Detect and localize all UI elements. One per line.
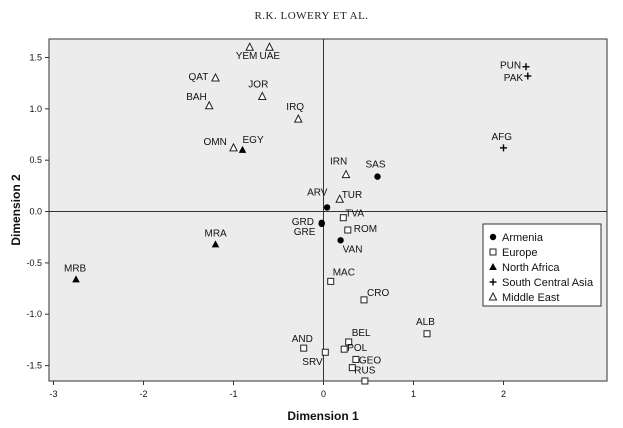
circle-marker <box>374 173 381 180</box>
square-marker <box>489 248 497 256</box>
open-triangle-marker <box>245 42 255 51</box>
point-label: IRN <box>330 157 347 168</box>
open-triangle-marker <box>341 169 351 179</box>
open-triangle-marker <box>293 114 303 123</box>
point-label: GRD <box>292 217 314 228</box>
circle-marker <box>323 204 331 211</box>
series-middle-east: YEM UAE QAT JOR BAH IRQ OMN IRN TUR <box>186 42 363 203</box>
point-label: BAH <box>186 92 207 103</box>
legend-entry: North Africa <box>502 262 560 274</box>
legend-box <box>482 223 602 307</box>
y-tick-label: 1.5 <box>29 52 42 62</box>
square-marker <box>348 364 356 372</box>
square-marker <box>321 348 329 356</box>
point-label: TVA <box>345 209 364 220</box>
triangle-marker <box>238 145 247 153</box>
plus-marker <box>522 63 530 71</box>
x-tick-label: 2 <box>501 389 506 399</box>
open-triangle-marker <box>335 194 345 203</box>
legend: Armenia Europe North Africa South Central A… <box>482 223 602 307</box>
x-tick-label: 0 <box>321 389 326 399</box>
axis-ticks-group: -3 -2 -1 0 1 2 1.5 1.0 0.5 0.0 -0.5 -1.0 -1.5 <box>26 52 506 399</box>
x-tick-label: -2 <box>139 389 147 399</box>
point-label: RUS <box>354 366 375 377</box>
y-tick-label: 0.5 <box>29 155 42 165</box>
x-tick-label: 1 <box>411 389 416 399</box>
open-triangle-marker <box>488 291 498 301</box>
open-triangle-marker <box>257 91 267 101</box>
x-tick-label: -3 <box>49 389 57 399</box>
legend-entry: South Central Asia <box>502 277 594 289</box>
y-tick-label: 0.0 <box>29 207 42 217</box>
point-label: GEO <box>359 355 381 366</box>
point-label: YEM <box>236 51 258 62</box>
circle-marker <box>318 220 325 228</box>
plus-marker <box>500 144 507 152</box>
square-marker <box>344 226 352 234</box>
square-marker <box>360 296 368 304</box>
point-label: ALB <box>416 317 435 328</box>
square-marker <box>327 277 335 285</box>
x-tick-label: -1 <box>229 389 237 399</box>
triangle-marker <box>489 263 497 270</box>
point-label: AFG <box>492 132 513 143</box>
point-label: ARV <box>307 187 328 198</box>
triangle-marker <box>211 240 220 248</box>
square-marker <box>340 345 348 353</box>
y-tick-label: -1.0 <box>26 309 42 319</box>
point-label: PUN <box>500 61 521 72</box>
square-marker <box>352 355 360 363</box>
open-triangle-marker <box>265 42 274 51</box>
legend-entry: Middle East <box>502 292 559 304</box>
y-tick-label: -1.5 <box>26 361 42 371</box>
square-marker <box>361 377 369 385</box>
point-label: BEL <box>352 328 371 339</box>
point-label: AND <box>292 334 313 345</box>
square-marker <box>423 330 431 338</box>
running-header: R.K. LOWERY ET AL. <box>254 10 369 22</box>
square-marker <box>300 344 308 352</box>
point-label: OMN <box>204 137 227 148</box>
point-label: MRA <box>205 228 228 239</box>
point-label: SAS <box>366 160 386 171</box>
square-marker <box>339 214 347 222</box>
series-north-africa: EGY MRA MRB <box>64 135 264 283</box>
axis-titles: Dimension 1 Dimension 2 <box>9 174 359 423</box>
plus-marker <box>489 278 497 286</box>
open-triangle-marker <box>204 100 214 110</box>
legend-entry: Armenia <box>502 232 544 244</box>
point-label: VAN <box>343 244 363 255</box>
circle-marker <box>337 237 344 244</box>
legend-entry: Europe <box>502 247 537 259</box>
point-label: TUR <box>342 190 363 201</box>
point-label: CRO <box>367 288 389 299</box>
open-triangle-marker <box>211 72 220 82</box>
open-triangle-marker <box>229 142 238 152</box>
point-label: MAC <box>333 267 355 278</box>
point-label: UAE <box>260 51 281 62</box>
point-label: IRQ <box>286 102 304 113</box>
y-tick-label: 1.0 <box>29 104 42 114</box>
point-label: SRV <box>302 357 323 368</box>
point-label: PAK <box>504 73 524 84</box>
point-label: EGY <box>243 135 264 146</box>
square-marker <box>345 338 353 346</box>
point-label: POL <box>347 343 367 354</box>
plus-marker <box>524 72 532 80</box>
triangle-marker <box>72 275 80 283</box>
point-label: MRB <box>64 263 87 274</box>
y-axis-title: Dimension 2 <box>9 174 23 246</box>
x-axis-title: Dimension 1 <box>287 409 359 423</box>
point-label: ROM <box>354 224 377 235</box>
point-label: QAT <box>189 72 209 83</box>
point-label: GRE <box>294 227 316 238</box>
point-label: JOR <box>248 80 268 91</box>
y-tick-label: -0.5 <box>26 258 42 268</box>
circle-marker <box>489 233 497 241</box>
